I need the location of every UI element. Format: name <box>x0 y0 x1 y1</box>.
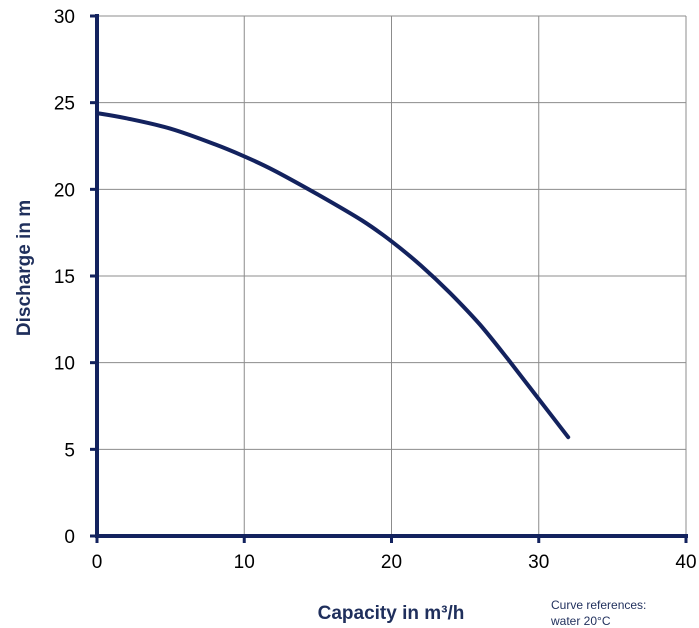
data-series <box>95 111 571 440</box>
tick-labels: 0 10 20 30 40 0 5 10 15 20 25 30 <box>54 7 697 573</box>
curve-reference-note: Curve references: <box>551 598 646 612</box>
grid-lines <box>97 15 687 536</box>
curve-reference-condition: water 20°C <box>550 614 611 628</box>
x-tick-label: 40 <box>675 552 696 573</box>
y-tick-label: 0 <box>64 527 75 548</box>
x-tick-label: 0 <box>92 552 103 573</box>
y-tick-label: 10 <box>54 354 75 375</box>
y-tick-label: 5 <box>64 440 75 461</box>
performance-curve <box>95 111 571 440</box>
x-axis-title: Capacity in m³/h <box>318 603 465 624</box>
x-tick-label: 30 <box>528 552 549 573</box>
x-tick-label: 20 <box>381 552 402 573</box>
y-tick-label: 20 <box>54 180 75 201</box>
x-tick-label: 10 <box>234 552 255 573</box>
y-tick-label: 25 <box>54 94 75 115</box>
y-tick-label: 30 <box>54 7 75 28</box>
axes <box>90 14 688 543</box>
y-tick-label: 15 <box>54 267 75 288</box>
y-axis-title: Discharge in m <box>14 200 35 336</box>
